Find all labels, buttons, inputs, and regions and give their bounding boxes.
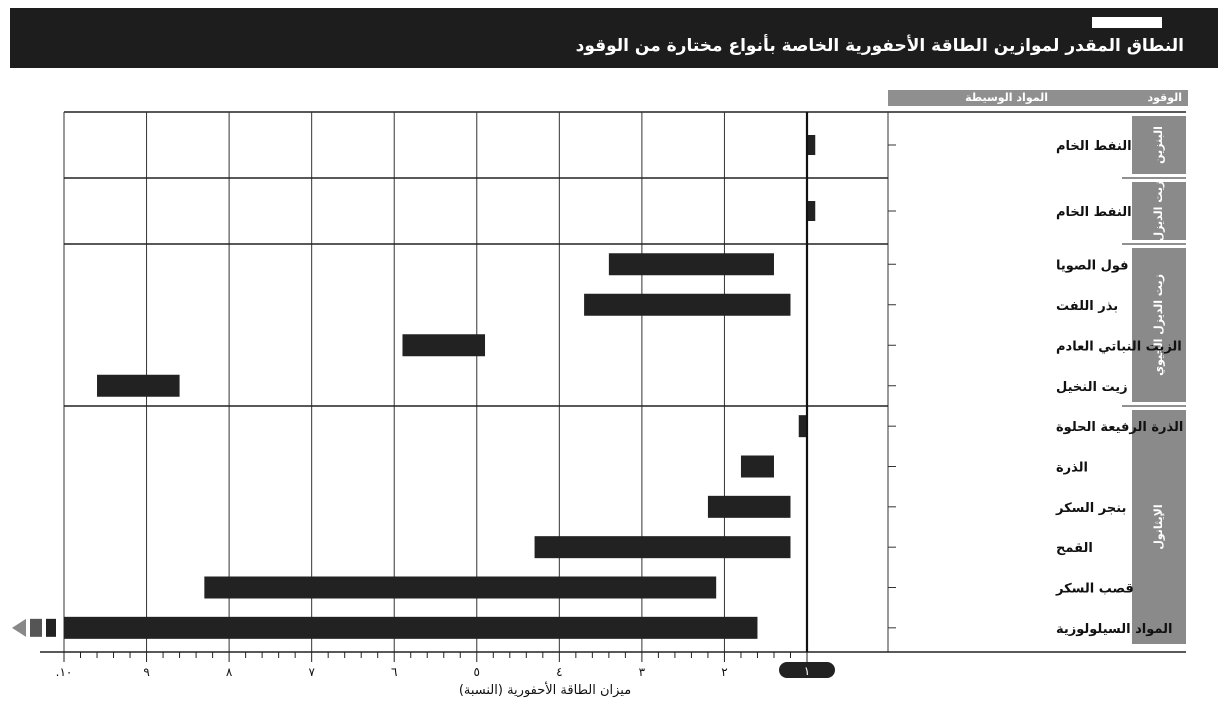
title-banner: النطاق المقدر لموازين الطاقة الأحفورية ا… [10,8,1218,68]
row-label: بنجر السكر [1055,501,1126,516]
tick-label: ٨ [226,665,233,679]
column-headers: الوقود المواد الوسيطة [888,90,1188,106]
range-bar [807,135,816,155]
x-axis-title: ميزان الطاقة الأحفورية (النسبة) [458,683,632,698]
column-header-fuel: الوقود [1147,91,1182,104]
group-band [1132,182,1186,240]
range-bar [740,455,774,478]
overflow-block [30,618,42,637]
tick-label: .١٠ [56,665,73,679]
tick-label: ٦ [391,665,397,679]
range-bar [402,334,486,357]
row-label: القمح [1056,541,1093,556]
row-label: النفط الخام [1056,205,1132,220]
overflow-arrow [12,618,26,637]
range-bar [608,253,774,276]
group-band [1132,248,1186,402]
range-bar [64,616,758,639]
group-label: البنزين [1152,126,1165,164]
range-bar [534,536,791,559]
range-bar [707,495,791,518]
group-label: زيت الديزل [1152,181,1165,242]
tick-label: ١ [804,664,810,678]
tick-label: ٧ [308,665,315,679]
row-label: المواد السيلولوزية [1056,622,1172,637]
range-bar [584,293,791,316]
chart-title: النطاق المقدر لموازين الطاقة الأحفورية ا… [575,36,1184,56]
column-header-feedstock: المواد الوسيطة [965,91,1048,104]
reference-tick-badge [779,662,835,678]
overflow-block [46,618,56,637]
row-label: الزيت النباتي العادم [1056,339,1182,354]
logo-mark [1092,17,1162,28]
tick-label: ٥ [474,665,480,679]
range-bar [807,201,816,221]
row-label: قصب السكر [1055,582,1134,597]
group-band [1132,410,1186,644]
range-bar [97,374,180,397]
group-label: زيت الديزل الحيوي [1152,274,1165,376]
tick-label: ٤ [556,665,562,679]
tick-label: ٢ [721,665,727,679]
group-label: الإيثانول [1152,504,1165,549]
tick-label: ٣ [639,665,646,679]
row-label: فول الصويا [1056,258,1129,273]
group-band [1132,116,1186,174]
row-label: بذر اللفت [1056,299,1118,314]
range-bar [204,576,717,599]
range-bar [798,415,807,438]
row-label: الذرة الرفيعة الحلوة [1056,420,1183,435]
row-label: زيت النخيل [1056,380,1128,395]
row-label: النفط الخام [1056,139,1132,154]
row-label: الذرة [1056,461,1088,476]
tick-label: ٩ [143,665,149,679]
